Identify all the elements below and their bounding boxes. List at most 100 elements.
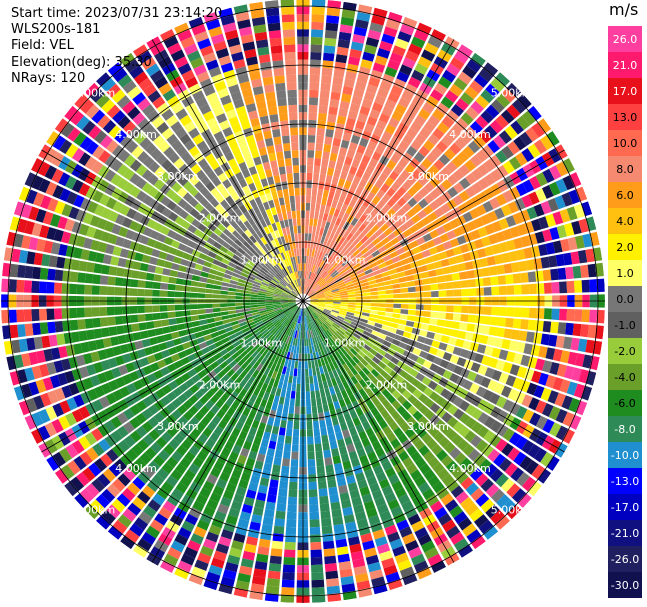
velocity-gate [108,210,119,223]
velocity-gate [37,425,51,441]
velocity-gate [332,261,340,268]
velocity-gate [445,248,455,258]
velocity-gate [111,223,122,235]
velocity-gate [504,462,518,477]
velocity-gate [331,215,338,225]
velocity-gate [64,105,79,121]
velocity-gate [391,202,402,213]
velocity-gate [414,114,427,127]
velocity-gate [444,274,453,282]
velocity-gate [188,16,204,29]
velocity-gate [392,308,401,314]
velocity-gate [368,317,377,323]
velocity-gate [470,435,483,448]
velocity-gate [311,188,318,197]
velocity-gate [210,263,220,271]
velocity-gate [243,353,251,361]
velocity-gate [96,515,111,530]
velocity-gate [263,391,270,401]
velocity-gate [391,110,404,122]
velocity-gate [250,302,258,305]
velocity-gate [282,381,288,390]
velocity-gate [276,503,287,512]
velocity-gate [411,520,425,533]
velocity-gate [489,392,501,405]
velocity-gate [348,450,358,461]
velocity-gate [435,195,446,207]
velocity-gate [358,414,368,424]
velocity-gate [235,288,244,293]
velocity-gate [38,178,51,193]
velocity-gate [251,350,259,359]
velocity-gate [378,294,386,299]
velocity-gate [154,327,164,336]
velocity-gate [207,343,217,351]
velocity-gate [368,158,379,168]
velocity-gate [581,385,593,401]
velocity-gate [438,251,448,260]
velocity-gate [378,478,390,489]
velocity-gate [310,302,318,304]
velocity-gate [92,190,104,203]
velocity-gate [148,161,160,173]
velocity-gate [320,427,328,436]
velocity-gate [384,99,397,110]
velocity-gate [342,506,354,517]
velocity-gate [334,350,342,359]
velocity-gate [229,44,242,55]
velocity-gate [338,147,348,156]
velocity-gate [307,279,311,287]
velocity-gate [129,159,142,172]
velocity-gate [307,142,315,151]
velocity-gate [260,438,269,448]
velocity-gate [152,312,161,321]
velocity-gate [256,212,264,222]
velocity-gate [290,127,298,136]
velocity-gate [574,235,585,249]
velocity-gate [383,564,398,576]
velocity-gate [416,567,432,580]
velocity-gate [322,403,329,413]
velocity-gate [101,264,110,275]
velocity-gate [297,315,301,324]
velocity-gate [433,159,445,171]
velocity-gate [166,164,178,176]
velocity-gate [132,496,146,510]
velocity-gate [445,129,459,142]
velocity-gate [358,321,367,327]
velocity-gate [466,270,476,279]
velocity-gate [266,288,275,293]
velocity-gate [340,306,348,310]
velocity-gate [277,323,284,330]
velocity-gate [115,214,126,226]
velocity-gate [265,7,280,17]
velocity-gate [433,260,443,269]
velocity-gate [277,380,284,389]
velocity-gate [542,229,553,242]
velocity-gate [294,288,299,295]
velocity-gate [533,448,547,463]
velocity-gate [480,89,495,104]
velocity-gate [99,317,109,327]
velocity-gate [285,250,290,259]
velocity-gate [79,136,93,151]
velocity-gate [562,428,575,444]
velocity-gate [290,281,296,289]
velocity-gate [291,322,296,330]
velocity-gate [438,342,448,351]
velocity-gate [364,547,377,558]
velocity-gate [578,369,589,384]
velocity-gate [264,509,275,518]
velocity-gate [326,167,335,177]
velocity-gate [158,251,168,260]
velocity-gate [387,232,397,241]
velocity-gate [394,38,409,50]
velocity-gate [367,381,377,391]
velocity-gate [294,279,298,287]
velocity-gate [362,394,371,404]
velocity-gate [295,287,300,295]
velocity-gate [189,255,199,263]
velocity-gate [462,252,472,262]
velocity-gate [213,312,222,318]
velocity-gate [522,409,535,423]
